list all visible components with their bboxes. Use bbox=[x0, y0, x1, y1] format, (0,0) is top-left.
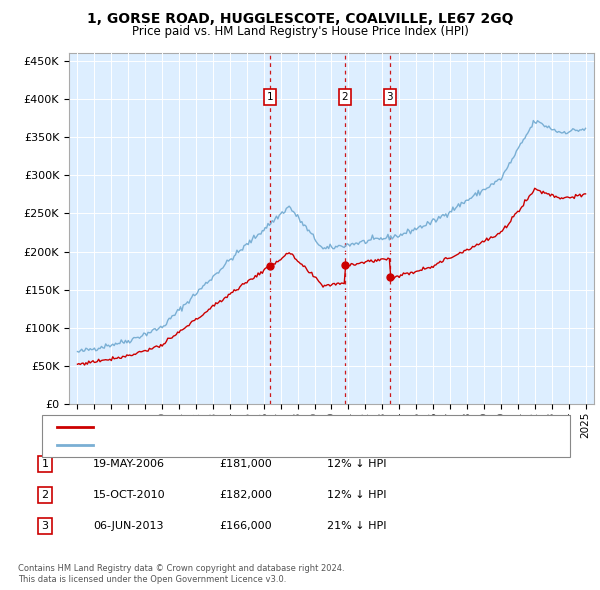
Text: Price paid vs. HM Land Registry's House Price Index (HPI): Price paid vs. HM Land Registry's House … bbox=[131, 25, 469, 38]
Text: HPI: Average price, detached house, North West Leicestershire: HPI: Average price, detached house, Nort… bbox=[99, 440, 412, 450]
Text: 3: 3 bbox=[386, 92, 393, 102]
Text: £166,000: £166,000 bbox=[219, 521, 272, 530]
Text: £181,000: £181,000 bbox=[219, 460, 272, 469]
Text: 1, GORSE ROAD, HUGGLESCOTE, COALVILLE, LE67 2GQ: 1, GORSE ROAD, HUGGLESCOTE, COALVILLE, L… bbox=[87, 12, 513, 26]
Text: This data is licensed under the Open Government Licence v3.0.: This data is licensed under the Open Gov… bbox=[18, 575, 286, 584]
Text: 2: 2 bbox=[41, 490, 49, 500]
Text: 1: 1 bbox=[267, 92, 274, 102]
Text: 19-MAY-2006: 19-MAY-2006 bbox=[93, 460, 165, 469]
Text: 15-OCT-2010: 15-OCT-2010 bbox=[93, 490, 166, 500]
Text: 06-JUN-2013: 06-JUN-2013 bbox=[93, 521, 163, 530]
Text: 1: 1 bbox=[41, 460, 49, 469]
Text: 21% ↓ HPI: 21% ↓ HPI bbox=[327, 521, 386, 530]
Text: 3: 3 bbox=[41, 521, 49, 530]
Text: 1, GORSE ROAD, HUGGLESCOTE, COALVILLE, LE67 2GQ (detached house): 1, GORSE ROAD, HUGGLESCOTE, COALVILLE, L… bbox=[99, 422, 466, 432]
Text: Contains HM Land Registry data © Crown copyright and database right 2024.: Contains HM Land Registry data © Crown c… bbox=[18, 565, 344, 573]
Text: 12% ↓ HPI: 12% ↓ HPI bbox=[327, 490, 386, 500]
Text: 12% ↓ HPI: 12% ↓ HPI bbox=[327, 460, 386, 469]
Text: £182,000: £182,000 bbox=[219, 490, 272, 500]
Text: 2: 2 bbox=[341, 92, 348, 102]
